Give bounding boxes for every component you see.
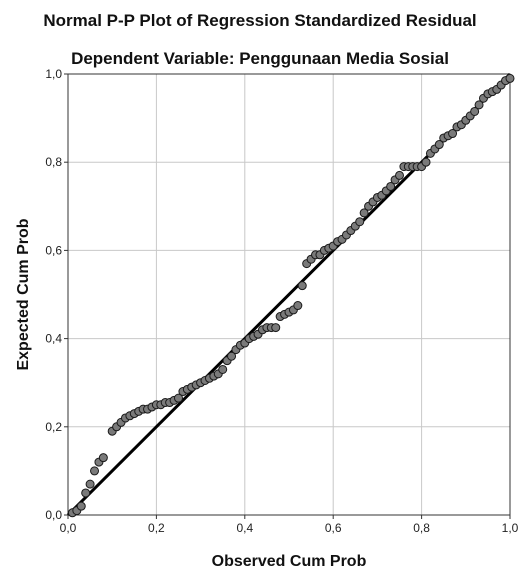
data-point (421, 157, 431, 167)
data-point (271, 323, 281, 333)
data-point (227, 351, 237, 361)
y-tick-label: 0,4 (45, 332, 62, 346)
data-point (474, 100, 484, 110)
data-point (293, 301, 303, 311)
grid-lines (68, 74, 510, 515)
x-tick-label: 0,2 (148, 521, 165, 535)
data-points (67, 73, 515, 518)
y-tick-label: 1,0 (45, 67, 62, 81)
y-axis-title: Expected Cum Prob (15, 218, 32, 370)
y-tick-label: 0,2 (45, 420, 62, 434)
y-tick-label: 0,8 (45, 155, 62, 169)
data-point (395, 170, 404, 180)
data-point (90, 466, 100, 476)
x-tick-label: 0,6 (325, 521, 342, 535)
x-tick-label: 0,0 (60, 521, 77, 535)
data-point (359, 208, 369, 218)
plot-frame (67, 73, 511, 516)
data-point (355, 217, 365, 227)
x-tick-label: 0,4 (236, 521, 253, 535)
data-point (505, 73, 515, 83)
data-point (85, 479, 95, 489)
y-tick-label: 0,0 (45, 508, 62, 522)
data-point (448, 129, 458, 139)
x-axis-title: Observed Cum Prob (212, 553, 367, 570)
data-point (297, 281, 307, 291)
data-point (470, 106, 480, 116)
data-point (434, 140, 444, 150)
tick-labels: 0,00,0 0,2 0,2 0,4 0,4 0,6 0,6 0,8 0,8 1,0 1,0 (45, 67, 518, 535)
chart-title: Normal P-P Plot of Regression Standardiz… (43, 11, 477, 30)
chart-subtitle: Dependent Variable: Penggunaan Media Sos… (71, 49, 449, 68)
data-point (386, 181, 396, 191)
data-point (76, 501, 86, 511)
data-point (81, 488, 91, 498)
x-tick-label: 1,0 (502, 521, 519, 535)
data-point (98, 453, 108, 463)
data-point (174, 393, 183, 403)
data-point (218, 364, 228, 374)
y-tick-label: 0,6 (45, 243, 62, 257)
x-tick-label: 0,8 (413, 521, 430, 535)
